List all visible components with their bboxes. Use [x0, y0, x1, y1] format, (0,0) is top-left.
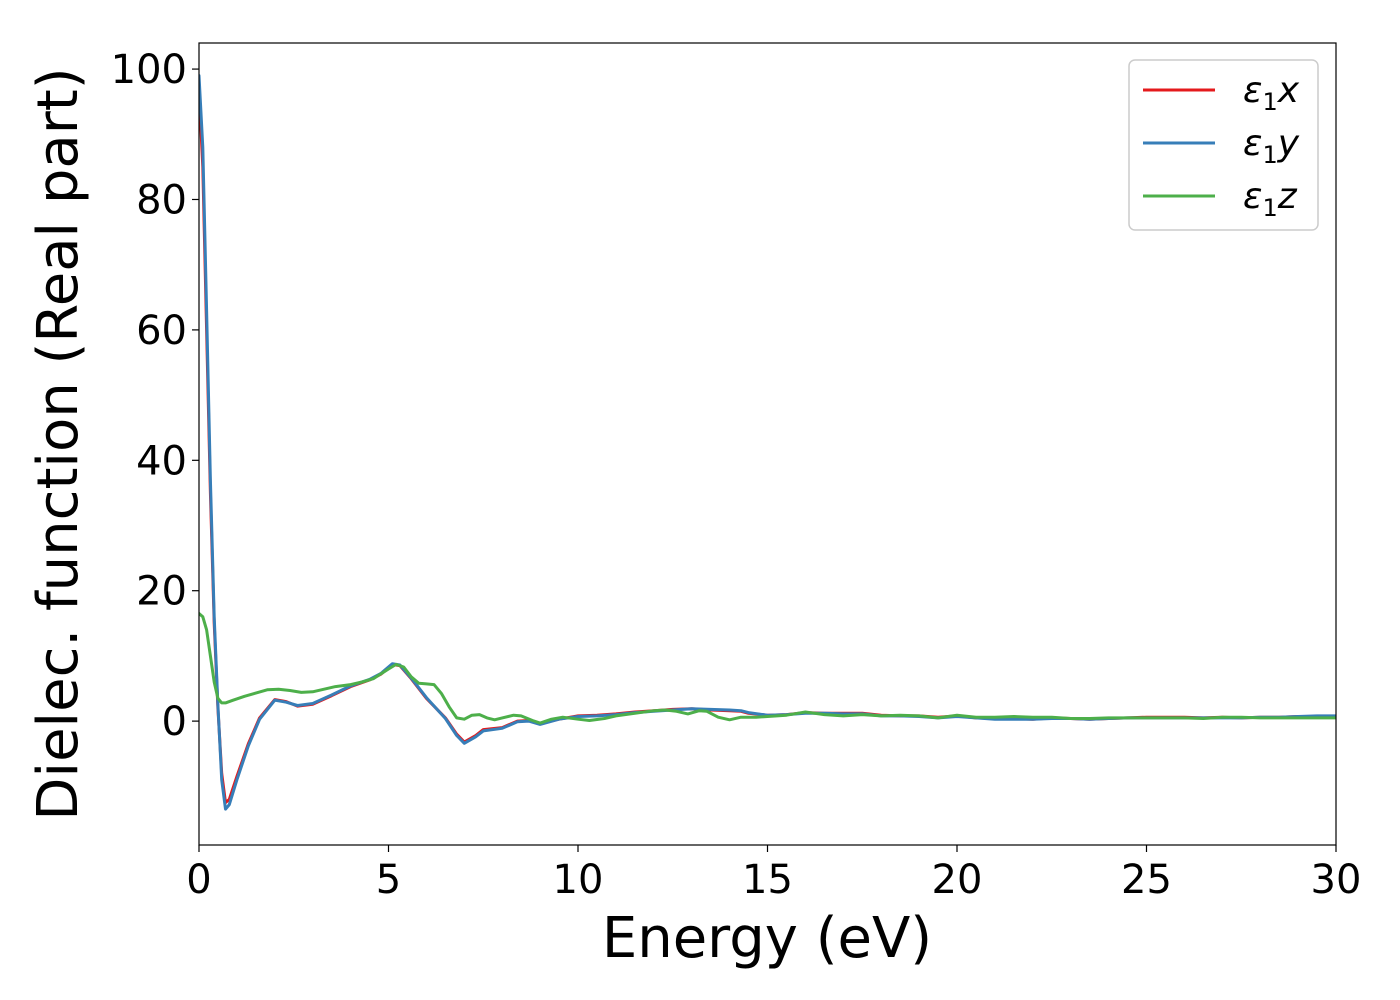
- y-tick-label: 0: [162, 699, 187, 745]
- y-tick-label: 20: [136, 569, 187, 615]
- x-tick-label: 5: [376, 857, 401, 903]
- x-tick-label: 0: [186, 857, 211, 903]
- y-axis: 0 20 40 60 80 100: [111, 47, 199, 745]
- legend-label-x: ε1x: [1243, 70, 1300, 116]
- x-axis: 0 5 10 15 20 25 30: [186, 845, 1361, 903]
- x-axis-label: Energy (eV): [602, 906, 932, 971]
- y-tick-label: 40: [136, 438, 187, 484]
- legend-label-y: ε1y: [1243, 123, 1300, 169]
- y-tick-label: 100: [111, 47, 187, 93]
- series-line-z: [199, 612, 1336, 725]
- x-tick-label: 30: [1311, 857, 1362, 903]
- y-tick-label: 60: [136, 308, 187, 354]
- x-tick-label: 15: [742, 857, 793, 903]
- y-tick-label: 80: [136, 177, 187, 223]
- legend-label-z: ε1z: [1243, 176, 1298, 222]
- x-tick-label: 25: [1121, 857, 1172, 903]
- x-tick-label: 20: [932, 857, 983, 903]
- x-tick-label: 10: [553, 857, 604, 903]
- legend-box: [1128, 59, 1319, 231]
- y-axis-label: Dielec. function (Real part): [26, 67, 91, 820]
- series-layer: [199, 74, 1336, 811]
- legend: ε1x ε1y ε1z: [1128, 59, 1319, 231]
